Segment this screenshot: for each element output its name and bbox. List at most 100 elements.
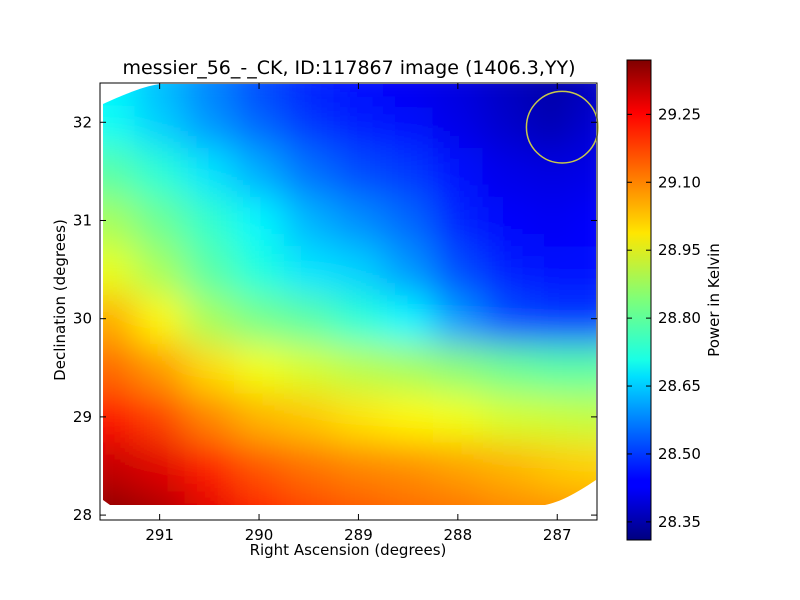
heatmap-cell bbox=[482, 392, 534, 443]
heatmap-cell bbox=[283, 441, 335, 492]
heatmap-image bbox=[103, 84, 596, 505]
heatmap-cell bbox=[103, 195, 136, 247]
y-tick-label: 30 bbox=[73, 310, 92, 328]
y-axis-ticks: 28 29 30 31 32 bbox=[73, 113, 597, 524]
heatmap-cell bbox=[482, 441, 534, 492]
colorbar-tick-label: 29.10 bbox=[658, 173, 701, 191]
colorbar-tick-label: 28.35 bbox=[658, 513, 701, 531]
y-tick-label: 29 bbox=[73, 408, 92, 426]
heatmap-cell bbox=[134, 294, 186, 345]
heatmap-cell bbox=[532, 107, 574, 148]
heatmap-cell bbox=[134, 441, 186, 492]
heatmap-cell bbox=[383, 392, 434, 443]
heatmap-cell bbox=[432, 392, 484, 443]
heatmap-cell bbox=[184, 392, 236, 443]
heatmap-cell bbox=[103, 245, 136, 296]
heatmap-cell bbox=[184, 195, 236, 247]
heatmap-cell bbox=[383, 245, 434, 296]
colorbar-label: Power in Kelvin bbox=[705, 243, 723, 357]
heatmap-cell bbox=[383, 84, 434, 109]
heatmap-cell bbox=[532, 343, 574, 394]
heatmap-cell bbox=[532, 245, 574, 296]
heatmap-cell bbox=[134, 195, 186, 247]
heatmap-cell bbox=[383, 195, 434, 247]
heatmap-cell bbox=[333, 490, 385, 505]
heatmap-cells bbox=[103, 84, 596, 505]
y-axis-label: Declination (degrees) bbox=[51, 219, 69, 381]
heatmap-cell bbox=[184, 343, 236, 394]
heatmap-cell bbox=[532, 441, 574, 492]
heatmap-cell bbox=[234, 195, 285, 247]
heatmap-cell bbox=[134, 146, 186, 197]
heatmap-cell bbox=[482, 245, 534, 296]
heatmap-cell bbox=[333, 195, 385, 247]
chart-title: messier_56_-_CK, ID:117867 image (1406.3… bbox=[122, 57, 575, 79]
heatmap-cell bbox=[234, 294, 285, 345]
heatmap-cell bbox=[184, 84, 236, 109]
heatmap-cell bbox=[283, 195, 335, 247]
heatmap-cell bbox=[572, 343, 596, 394]
heatmap-cell bbox=[283, 294, 335, 345]
heatmap-cell bbox=[134, 343, 186, 394]
heatmap-cell bbox=[333, 392, 385, 443]
heatmap-cell bbox=[432, 441, 484, 492]
heatmap-cell bbox=[432, 107, 484, 148]
source-marker-circle bbox=[525, 90, 599, 164]
x-tick-label: 290 bbox=[245, 526, 274, 544]
heatmap-cell bbox=[333, 294, 385, 345]
heatmap-cell bbox=[482, 343, 534, 394]
heatmap-cell bbox=[283, 490, 335, 505]
heatmap-cell bbox=[283, 84, 335, 109]
heatmap-cell bbox=[333, 441, 385, 492]
heatmap-cell bbox=[572, 195, 596, 247]
heatmap-cell bbox=[103, 490, 136, 505]
heatmap-cell bbox=[482, 195, 534, 247]
heatmap-cell bbox=[333, 343, 385, 394]
heatmap-cell bbox=[103, 107, 136, 148]
heatmap-cell bbox=[572, 392, 596, 443]
heatmap-cell bbox=[184, 441, 236, 492]
heatmap-cell bbox=[383, 294, 434, 345]
heatmap-cell bbox=[572, 294, 596, 345]
heatmap-cell bbox=[333, 146, 385, 197]
heatmap-cell bbox=[283, 343, 335, 394]
y-tick-label: 32 bbox=[73, 113, 92, 131]
heatmap-cell bbox=[572, 146, 596, 197]
heatmap-cell bbox=[134, 245, 186, 296]
heatmap-cell bbox=[184, 245, 236, 296]
heatmap-cell bbox=[383, 343, 434, 394]
heatmap-cell bbox=[383, 107, 434, 148]
heatmap-cell bbox=[572, 441, 596, 492]
heatmap-cell bbox=[572, 84, 596, 109]
heatmap-cell bbox=[482, 84, 534, 109]
x-tick-label: 288 bbox=[444, 526, 473, 544]
heatmap-cell bbox=[432, 245, 484, 296]
heatmap-cell bbox=[482, 146, 534, 197]
heatmap-cell bbox=[482, 107, 534, 148]
heatmap-cell bbox=[103, 441, 136, 492]
heatmap-cell bbox=[234, 107, 285, 148]
heatmap-cell bbox=[432, 343, 484, 394]
heatmap-cell bbox=[234, 441, 285, 492]
colorbar-tick-label: 28.50 bbox=[658, 445, 701, 463]
heatmap-cell bbox=[184, 294, 236, 345]
heatmap-cell bbox=[532, 84, 574, 109]
colorbar-tick-label: 28.95 bbox=[658, 241, 701, 259]
heatmap-cell bbox=[103, 343, 136, 394]
heatmap-cell bbox=[103, 146, 136, 197]
heatmap-cell bbox=[383, 441, 434, 492]
heatmap-cell bbox=[432, 294, 484, 345]
y-tick-label: 28 bbox=[73, 506, 92, 524]
heatmap-cell bbox=[134, 490, 186, 505]
heatmap-cell bbox=[432, 195, 484, 247]
colorbar-tick-label: 28.80 bbox=[658, 309, 701, 327]
heatmap-cell bbox=[333, 245, 385, 296]
colorbar bbox=[626, 59, 652, 541]
heatmap-cell bbox=[234, 392, 285, 443]
heatmap-cell bbox=[184, 107, 236, 148]
heatmap-cell bbox=[283, 107, 335, 148]
heatmap-cell bbox=[184, 490, 236, 505]
heatmap-cell bbox=[432, 490, 484, 505]
x-axis-ticks: 291 290 289 288 287 bbox=[145, 83, 572, 544]
